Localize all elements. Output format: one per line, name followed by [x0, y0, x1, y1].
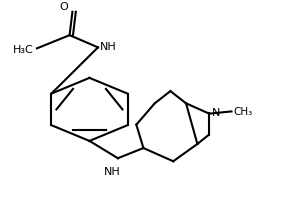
Text: NH: NH [99, 42, 116, 52]
Text: NH: NH [104, 166, 120, 177]
Text: CH₃: CH₃ [233, 107, 252, 117]
Text: H₃C: H₃C [13, 45, 34, 55]
Text: O: O [59, 2, 68, 12]
Text: N: N [212, 108, 220, 118]
